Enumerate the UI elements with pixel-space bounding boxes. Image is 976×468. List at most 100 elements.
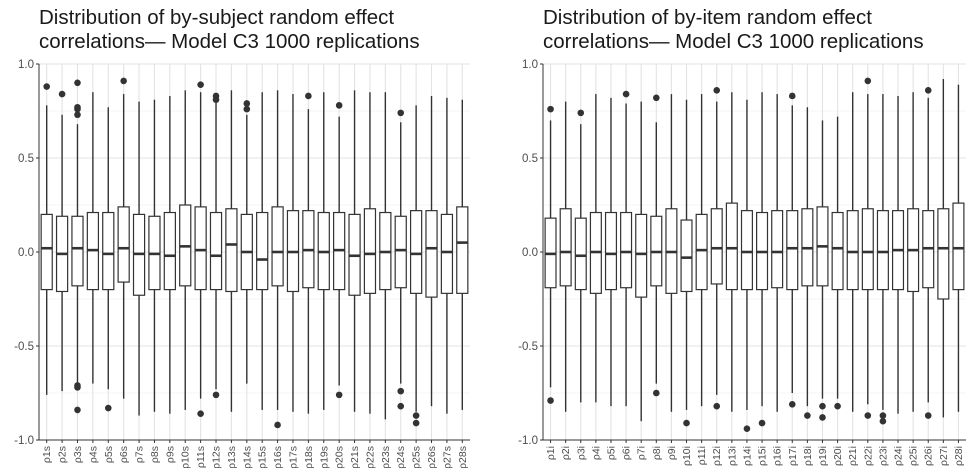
- box-ρ24s: [394, 109, 407, 410]
- iqr-box: [831, 211, 844, 291]
- outlier-point: [335, 102, 343, 109]
- iqr-box: [846, 210, 859, 291]
- outlier-point: [864, 412, 872, 419]
- chart-title-line-2: correlations— Model C3 1000 replications: [543, 30, 924, 53]
- x-tick-label: ρ7i: [636, 446, 648, 460]
- x-tick-label: ρ1i: [545, 446, 557, 460]
- x-tick-label: ρ8s: [149, 446, 161, 463]
- box-ρ4i: [589, 94, 602, 403]
- x-tick-label: ρ1s: [41, 446, 53, 463]
- x-tick-label: ρ6s: [118, 446, 130, 463]
- outlier-point: [758, 419, 766, 427]
- x-tick-label: ρ20s: [334, 446, 346, 468]
- x-tick-label: ρ16s: [272, 446, 284, 468]
- outlier-point: [788, 400, 796, 408]
- x-tick-label: ρ12s: [211, 446, 223, 468]
- box-ρ15s: [256, 92, 269, 410]
- outlier-point: [412, 412, 420, 419]
- box-ρ22s: [363, 92, 377, 414]
- x-tick-label: ρ14s: [241, 446, 253, 468]
- outlier-point: [397, 387, 405, 395]
- box-ρ11i: [695, 94, 708, 407]
- chart-title: Distribution of by-item random effect co…: [543, 6, 924, 54]
- item-panel: Distribution of by-item random effect co…: [488, 0, 976, 468]
- x-tick-label: ρ25i: [908, 446, 920, 466]
- box-ρ2i: [559, 101, 572, 412]
- outlier-point: [74, 79, 81, 87]
- subject-panel: Distribution of by-subject random effect…: [14, 6, 470, 468]
- iqr-box: [394, 215, 407, 289]
- outlier-point: [74, 406, 81, 414]
- outlier-point: [74, 105, 81, 113]
- iqr-box: [256, 211, 269, 291]
- y-tick-label: -1.0: [14, 435, 34, 447]
- outlier-point: [879, 417, 887, 425]
- chart-title-line-2: correlations— Model C3 1000 replications: [39, 30, 420, 53]
- iqr-box: [771, 210, 784, 289]
- outlier-point: [212, 391, 220, 399]
- chart-title-line-1: Distribution of by-subject random effect: [39, 6, 395, 29]
- y-tick-label: 0.0: [522, 247, 538, 259]
- x-tick-label: ρ10i: [681, 446, 693, 466]
- box-ρ27i: [937, 79, 950, 418]
- x-tick-label: ρ8i: [651, 446, 663, 460]
- outlier-point: [547, 397, 554, 404]
- x-tick-label: ρ12i: [711, 446, 723, 466]
- x-tick-label: ρ25s: [411, 446, 423, 468]
- x-tick-label: ρ28s: [457, 446, 469, 468]
- box-ρ4s: [86, 92, 100, 384]
- x-tick-label: ρ20i: [832, 446, 844, 466]
- outlier-point: [819, 414, 826, 421]
- iqr-box: [876, 210, 889, 291]
- x-tick-label: ρ17s: [287, 446, 299, 468]
- box-ρ20s: [333, 102, 346, 399]
- outlier-point: [120, 77, 127, 85]
- y-tick-label: 0.5: [522, 153, 538, 165]
- iqr-box: [635, 213, 648, 298]
- box-ρ14s: [240, 100, 253, 384]
- y-tick-label: 0.5: [18, 153, 34, 165]
- outlier-point: [197, 81, 204, 88]
- x-tick-label: ρ3s: [72, 446, 84, 463]
- iqr-box: [695, 213, 708, 291]
- box-ρ19i: [816, 120, 829, 421]
- chart-title: Distribution of by-subject random effect…: [39, 6, 420, 54]
- x-tick-label: ρ28i: [953, 446, 965, 466]
- iqr-box: [71, 215, 84, 287]
- iqr-box: [559, 208, 572, 287]
- box-ρ1s: [40, 83, 53, 395]
- box-ρ28s: [456, 99, 469, 410]
- box-ρ3i: [574, 109, 587, 403]
- outlier-point: [879, 412, 887, 419]
- x-tick-label: ρ22i: [862, 446, 874, 466]
- x-tick-label: ρ21i: [847, 446, 859, 466]
- outlier-point: [819, 402, 826, 410]
- box-ρ11s: [194, 81, 207, 417]
- box-ρ5s: [102, 107, 115, 412]
- outlier-point: [335, 391, 343, 399]
- box-ρ7i: [635, 101, 648, 422]
- outlier-point: [43, 83, 50, 90]
- x-tick-label: ρ22s: [364, 446, 376, 468]
- box-ρ2s: [55, 90, 69, 392]
- iqr-box: [102, 211, 115, 291]
- box-ρ13i: [725, 92, 738, 412]
- x-tick-label: ρ13s: [226, 446, 238, 468]
- box-ρ9i: [665, 94, 678, 412]
- x-tick-label: ρ26s: [426, 446, 438, 468]
- outlier-point: [713, 402, 721, 410]
- x-tick-label: ρ13i: [726, 446, 738, 466]
- box-ρ6s: [117, 77, 130, 399]
- x-tick-label: ρ17i: [787, 446, 799, 466]
- box-ρ26i: [922, 87, 935, 419]
- box-ρ16i: [771, 94, 784, 412]
- outlier-point: [743, 425, 751, 433]
- iqr-box: [194, 206, 207, 291]
- iqr-box: [937, 208, 950, 300]
- iqr-box: [740, 210, 753, 291]
- box-ρ25i: [907, 92, 920, 412]
- box-ρ7s: [132, 101, 146, 416]
- box-ρ12i: [710, 87, 723, 410]
- outlier-point: [74, 384, 81, 391]
- outlier-point: [547, 105, 554, 113]
